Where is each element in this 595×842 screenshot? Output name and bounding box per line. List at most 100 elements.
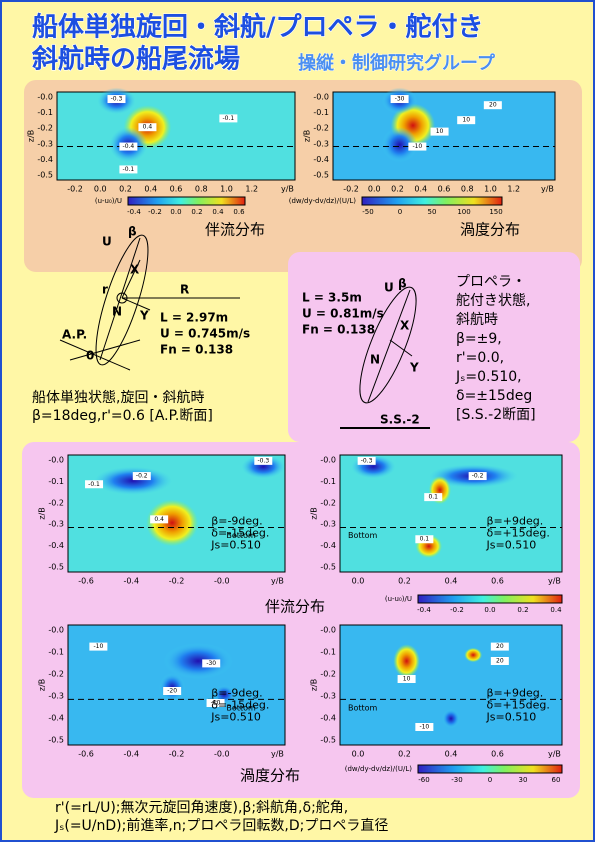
contour-label-box xyxy=(408,142,427,151)
colorbar-tick-label: 0 xyxy=(488,776,492,784)
y-tick-label: -0.3 xyxy=(48,520,64,529)
param: Fn = 0.138 xyxy=(160,343,233,357)
contour-label-box xyxy=(107,95,126,104)
y-tick-label: -0.0 xyxy=(320,456,336,465)
x-axis-label: y/B xyxy=(541,185,554,194)
contour-label-box xyxy=(430,127,449,136)
title: 船体単独旋回・斜航/プロペラ・舵付き xyxy=(32,12,484,43)
y-tick-label: -0.2 xyxy=(313,124,329,133)
contour-label-box xyxy=(254,456,273,465)
colorbar-label: (dw/dy-dv/dz)/(U/L) xyxy=(289,197,357,205)
x-tick-label: 0.0 xyxy=(352,577,365,586)
contour-label: -20 xyxy=(167,688,177,695)
caption: 伴流分布 xyxy=(265,598,325,616)
contour-label-box xyxy=(483,101,502,110)
y-tick-label: -0.0 xyxy=(313,93,329,102)
annotation: Js=0.510 xyxy=(486,710,537,723)
y-tick-label: -0.3 xyxy=(320,692,336,701)
param: L = 3.5m xyxy=(302,291,362,305)
contour-label: 0.4 xyxy=(154,516,164,523)
contour-label-box xyxy=(390,95,409,104)
title: 斜航時の船尾流場 xyxy=(31,44,240,75)
x-axis-label: y/B xyxy=(281,185,294,194)
annotation: Js=0.510 xyxy=(210,710,261,723)
colorbar-tick-label: 0.4 xyxy=(550,606,562,614)
x-tick-label: 1.0 xyxy=(220,185,233,194)
x-tick-label: 0.0 xyxy=(94,185,107,194)
right-diagram-text: L = 3.5m U = 0.81m/s Fn = 0.138 U β X N … xyxy=(302,277,420,427)
contour-label: -0.4 xyxy=(123,143,135,150)
colorbar-tick-label: 0.6 xyxy=(233,208,245,216)
x-tick-label: 1.0 xyxy=(484,185,497,194)
y-tick-label: -0.1 xyxy=(320,648,336,657)
contour-label-box xyxy=(357,456,376,465)
colorbar xyxy=(127,196,246,206)
y-tick-label: -0.1 xyxy=(320,477,336,486)
contour-blob xyxy=(94,466,173,495)
colorbar-label: (u-u₀)/U xyxy=(95,197,122,205)
contour-label: -0.3 xyxy=(257,457,269,464)
contour-label: -10 xyxy=(419,724,429,731)
annotation: δ=-15deg. xyxy=(211,698,269,711)
contour-label: -10 xyxy=(93,643,103,650)
annotation: Js=0.510 xyxy=(486,539,537,552)
contour-blob xyxy=(464,647,483,663)
y-tick-label: -0.2 xyxy=(320,670,336,679)
label: 0 xyxy=(86,349,94,363)
contour-label: 20 xyxy=(496,658,504,665)
x-axis-label: y/B xyxy=(271,577,284,586)
annotation: β=+9deg. xyxy=(487,515,544,528)
left-diagram-text: L = 2.97m U = 0.745m/s Fn = 0.138 U β X … xyxy=(32,225,250,425)
label: β xyxy=(128,225,137,239)
contour-label-box xyxy=(150,515,169,524)
label: N xyxy=(112,305,122,319)
y-axis-label: z/B xyxy=(303,130,312,142)
annotation: β=-9deg. xyxy=(211,515,262,528)
x-tick-label: -0.4 xyxy=(123,577,139,586)
group: 操縦・制御研究グループ xyxy=(298,52,496,74)
caption: 伴流分布 xyxy=(205,221,265,239)
y-tick-label: -0.2 xyxy=(37,124,53,133)
colorbar-tick-label: -0.2 xyxy=(148,208,162,216)
description-line: 斜航時 xyxy=(456,312,498,328)
x-tick-label: 0.4 xyxy=(414,185,427,194)
label: R xyxy=(180,283,189,297)
y-tick-label: -0.2 xyxy=(320,498,336,507)
label: U xyxy=(384,281,394,295)
right-panel xyxy=(288,252,580,442)
colorbar-tick-label: 60 xyxy=(552,776,561,784)
x-tick-label: -0.6 xyxy=(78,577,94,586)
x-axis-label: y/B xyxy=(271,750,284,759)
annotation: Js=0.510 xyxy=(210,539,261,552)
contour-label: -0.3 xyxy=(361,457,373,464)
x-tick-label: 0.0 xyxy=(352,750,365,759)
colorbar-tick-label: 0.2 xyxy=(517,606,528,614)
y-tick-label: -0.4 xyxy=(48,541,64,550)
label: U xyxy=(102,235,112,249)
contour-label-box xyxy=(457,116,476,125)
y-axis-label: z/B xyxy=(27,130,36,142)
y-tick-label: -0.5 xyxy=(48,736,64,745)
y-tick-label: -0.1 xyxy=(48,648,64,657)
x-tick-label: 0.4 xyxy=(445,577,458,586)
label: X xyxy=(130,263,140,277)
colorbar-tick-label: 0.0 xyxy=(170,208,181,216)
colorbar-tick-label: -0.4 xyxy=(417,606,431,614)
colorbar xyxy=(417,594,563,604)
x-tick-label: -0.4 xyxy=(123,750,139,759)
colorbar-tick-label: -60 xyxy=(418,776,429,784)
colorbar-tick-label: 150 xyxy=(489,208,502,216)
plots: -0.0 -0.1 -0.2 -0.3 -0.4 -0.5 -0.2 0.0 0.2 0.4 0.6… xyxy=(27,87,563,785)
x-tick-label: 0.6 xyxy=(491,577,504,586)
label: Y xyxy=(139,309,149,323)
description: プロペラ・舵付き状態, 斜航時 β=±9, r'=0.0, Jₛ=0.510, δ=±15… xyxy=(455,274,536,423)
y-tick-label: -0.1 xyxy=(37,108,53,117)
contour-label: 20 xyxy=(489,102,497,109)
contour-label: 10 xyxy=(403,676,411,683)
contour-label: -0.2 xyxy=(136,473,148,480)
y-tick-label: -0.4 xyxy=(313,155,329,164)
x-tick-label: 1.2 xyxy=(245,185,258,194)
contour-label: -30 xyxy=(206,660,216,667)
contour-label-box xyxy=(468,472,487,481)
